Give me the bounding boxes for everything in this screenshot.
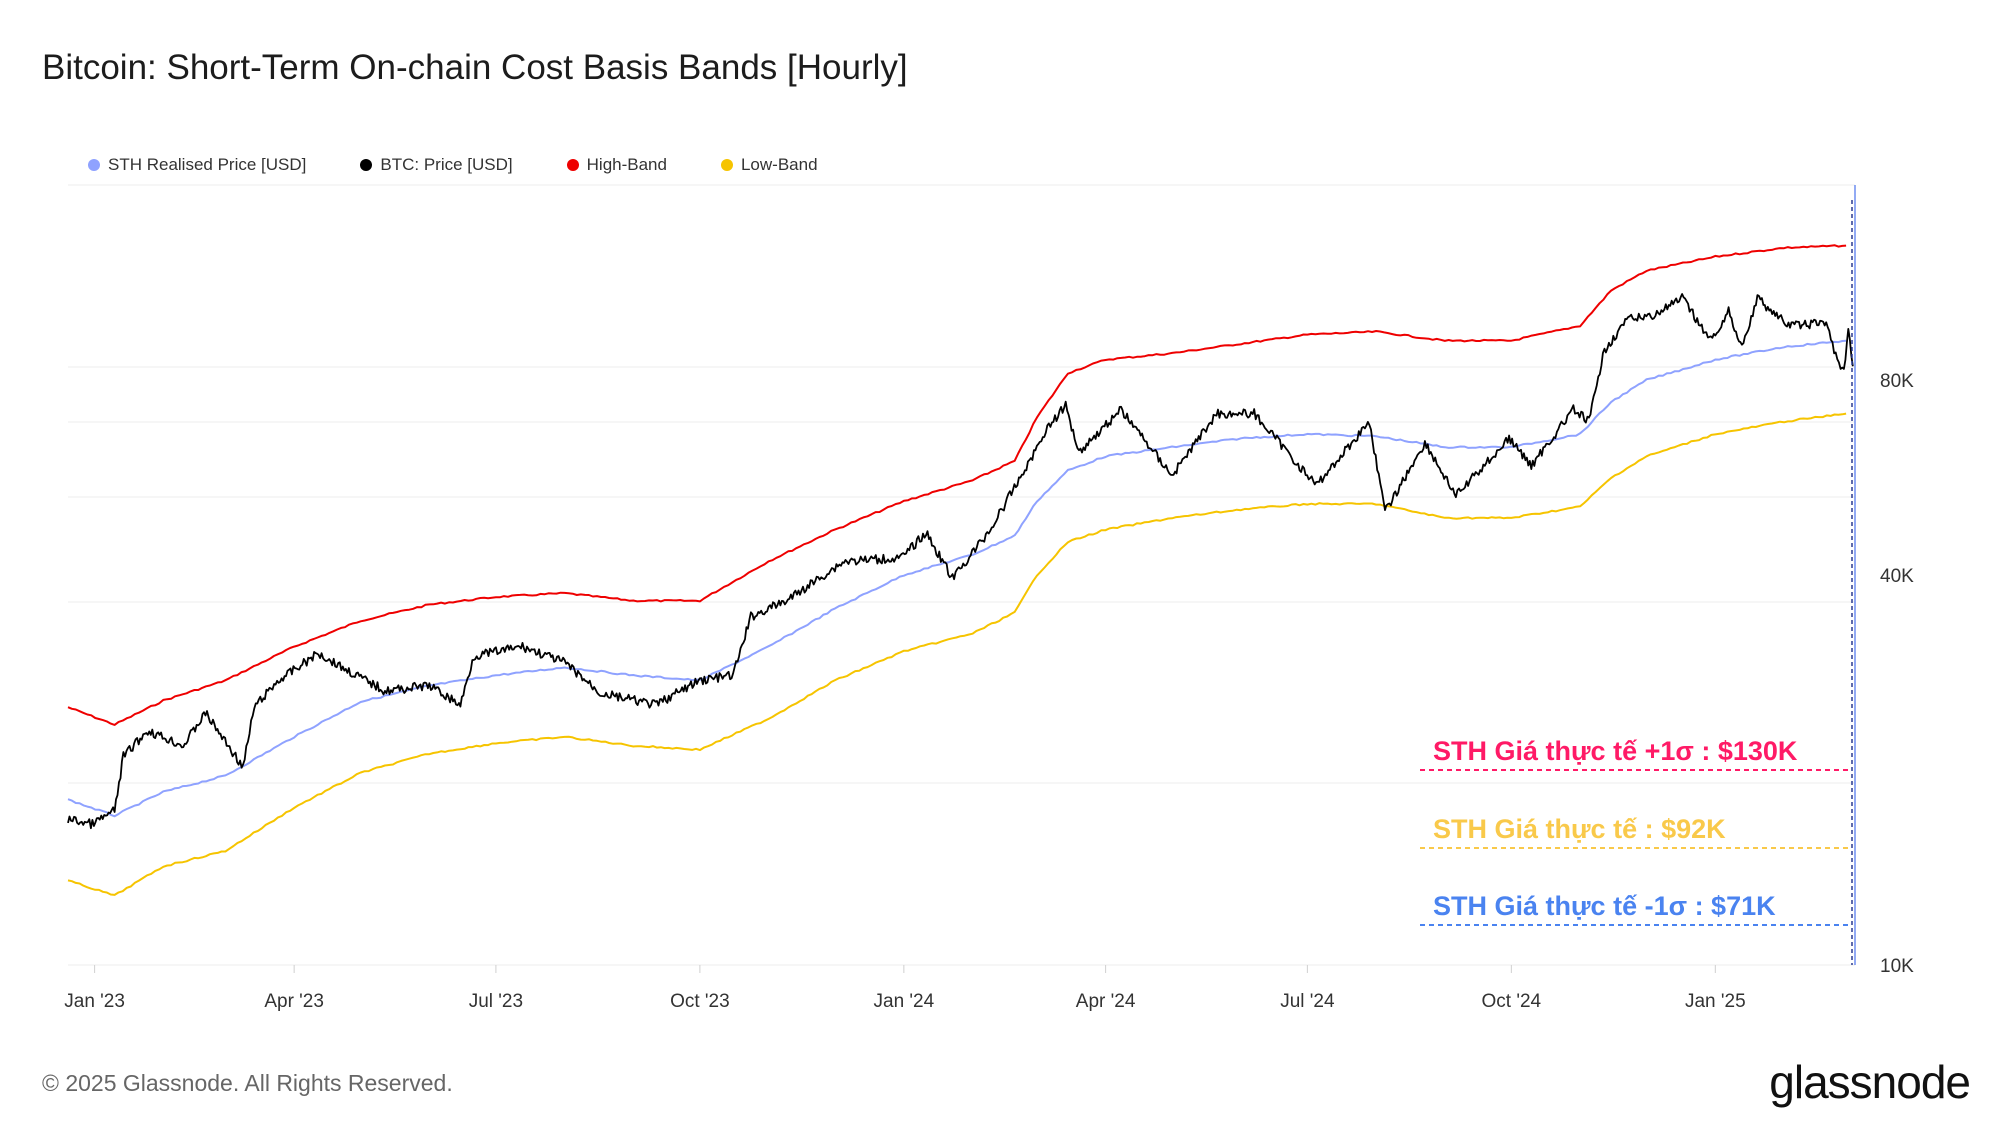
legend-dot-sth [88, 159, 100, 171]
annotation-low-label: STH Giá thực tế -1σ : $71K [1433, 891, 1776, 921]
glassnode-logo: glassnode [1769, 1056, 1971, 1108]
x-tick-label-7: Oct '24 [1482, 991, 1542, 1012]
legend-dot-high [566, 159, 579, 171]
annotation-mid-label: STH Giá thực tế : $92K [1433, 814, 1726, 844]
legend-item-high[interactable]: High-Band [566, 155, 667, 175]
x-tick-label-2: Jul '23 [469, 991, 523, 1012]
legend-item-btc[interactable]: BTC: Price [USD] [360, 155, 513, 175]
legend-dot-btc [360, 159, 373, 171]
y-tick-label-0: 10K [1880, 956, 1914, 977]
x-tick-label-4: Jan '24 [874, 991, 935, 1012]
legend-dot-low [720, 159, 733, 171]
y-tick-label-1: 40K [1880, 566, 1914, 587]
legend-label-sth: STH Realised Price [USD] [108, 155, 307, 174]
annotation-high-label: STH Giá thực tế +1σ : $130K [1433, 736, 1798, 766]
series-line-high-band [67, 244, 1847, 726]
x-tick-label-1: Apr '23 [264, 991, 324, 1012]
legend-label-low: Low-Band [740, 155, 818, 174]
chart-legend: STH Realised Price [USD] BTC: Price [USD… [88, 155, 818, 175]
x-tick-label-5: Apr '24 [1076, 991, 1136, 1012]
x-tick-label-3: Oct '23 [670, 991, 730, 1012]
x-tick-label-6: Jul '24 [1280, 991, 1335, 1012]
series-line-btc-price-usd- [67, 293, 1854, 830]
series-line-low-band [67, 412, 1847, 896]
x-tick-label-0: Jan '23 [64, 991, 125, 1012]
y-tick-label-2: 80K [1880, 371, 1914, 392]
x-tick-label-8: Jan '25 [1685, 991, 1746, 1012]
chart-title: Bitcoin: Short-Term On-chain Cost Basis … [42, 48, 908, 87]
legend-item-sth[interactable]: STH Realised Price [USD] [88, 155, 306, 175]
legend-label-btc: BTC: Price [USD] [380, 155, 513, 174]
series-line-sth-realised-price-usd- [67, 339, 1847, 818]
legend-item-low[interactable]: Low-Band [720, 155, 818, 175]
legend-label-high: High-Band [586, 155, 667, 174]
copyright-text: © 2025 Glassnode. All Rights Reserved. [42, 1070, 453, 1096]
